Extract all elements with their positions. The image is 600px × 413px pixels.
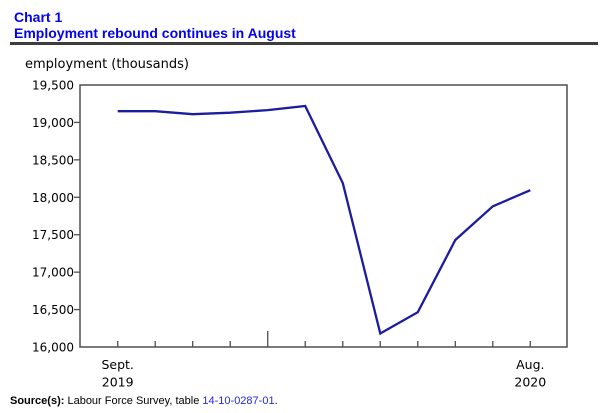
employment-line-series bbox=[117, 104, 531, 336]
x-tick-label-first: 2019 bbox=[102, 375, 134, 390]
chart-header: Chart 1 Employment rebound continues in … bbox=[14, 9, 296, 41]
title-rule bbox=[10, 42, 598, 45]
y-tick-label: 17,500 bbox=[32, 228, 74, 242]
plot-border bbox=[79, 84, 568, 348]
source-label: Source(s): bbox=[10, 395, 65, 407]
source-period: . bbox=[274, 395, 278, 407]
y-tick-label: 19,000 bbox=[32, 116, 74, 130]
source-text: Labour Force Survey, table bbox=[64, 395, 203, 407]
x-tick-label-first: Sept. bbox=[101, 357, 133, 372]
source-table-link[interactable]: 14-10-0287-01 bbox=[202, 395, 275, 407]
axis-ticks bbox=[74, 121, 531, 347]
y-tick-label: 16,000 bbox=[32, 341, 74, 355]
chart-title: Employment rebound continues in August bbox=[14, 25, 296, 41]
y-tick-label: 19,500 bbox=[32, 79, 74, 93]
y-tick-label: 17,000 bbox=[32, 266, 74, 280]
employment-line bbox=[117, 104, 531, 336]
x-tick-label-last: 2020 bbox=[514, 375, 546, 390]
y-tick-label: 18,000 bbox=[32, 191, 74, 205]
x-tick-label-last: Aug. bbox=[516, 357, 544, 372]
chart-number-label: Chart 1 bbox=[14, 9, 63, 25]
axis-tick-labels: 16,000 16,500 17,000 17,500 18,000 18,500 19,0… bbox=[32, 79, 546, 390]
y-tick-label: 18,500 bbox=[32, 153, 74, 167]
y-tick-label: 16,500 bbox=[32, 303, 74, 317]
plot-frame bbox=[79, 84, 568, 348]
y-axis-title: employment (thousands) bbox=[25, 57, 189, 72]
source-line: Source(s): Labour Force Survey, table 14… bbox=[10, 395, 278, 407]
